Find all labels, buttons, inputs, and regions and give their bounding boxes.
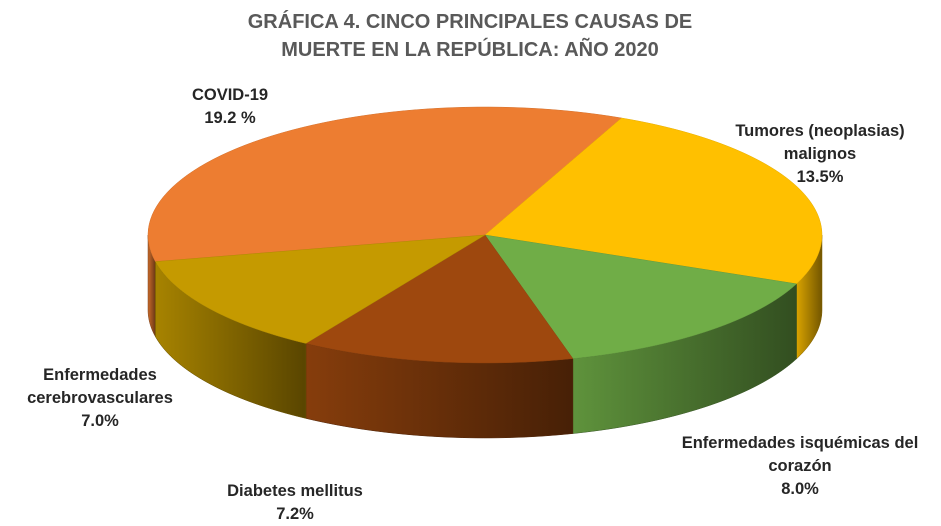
category-label: Enfermedades cerebrovasculares — [27, 366, 173, 407]
slice — [484, 117, 823, 285]
value-label: 13.5% — [796, 168, 844, 186]
category-label: Diabetes mellitus — [227, 482, 363, 500]
value-label: 19.2 % — [204, 109, 256, 127]
slice — [154, 234, 486, 344]
value-label: 7.2% — [276, 505, 314, 523]
value-label: 7.0% — [81, 412, 119, 430]
data-label: Enfermedades isquémicas del corazón 8.0% — [660, 432, 940, 501]
category-label: Tumores (neoplasias) malignos — [735, 122, 905, 163]
value-label: 8.0% — [781, 480, 819, 498]
data-label: Tumores (neoplasias) malignos 13.5% — [700, 120, 940, 189]
slice — [305, 234, 574, 364]
data-label: Enfermedades cerebrovasculares 7.0% — [0, 364, 200, 433]
slice — [484, 234, 798, 359]
chart-title: GRÁFICA 4. CINCO PRINCIPALES CAUSAS DE M… — [247, 11, 693, 61]
slice — [147, 106, 623, 262]
data-label: Diabetes mellitus 7.2% — [180, 480, 410, 526]
category-label: COVID-19 — [191, 86, 269, 104]
category-label: Enfermedades isquémicas del corazón — [681, 434, 919, 475]
data-label: COVID-19 19.2 % — [130, 84, 330, 130]
